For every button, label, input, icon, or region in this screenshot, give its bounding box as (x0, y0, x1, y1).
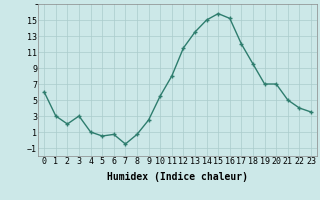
X-axis label: Humidex (Indice chaleur): Humidex (Indice chaleur) (107, 172, 248, 182)
